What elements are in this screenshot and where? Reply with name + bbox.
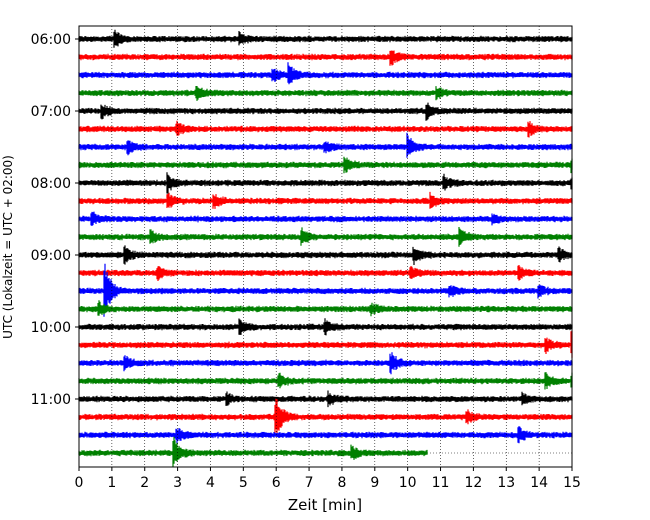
seismic-trace [78, 245, 573, 265]
seismic-trace [78, 211, 573, 226]
y-tick-label: 06:00 [31, 32, 71, 48]
seismic-trace [78, 132, 573, 158]
seismic-trace [78, 102, 573, 121]
x-tick-label: 0 [75, 475, 84, 491]
x-tick-label: 13 [497, 475, 515, 491]
x-axis-label: Zeit [min] [288, 496, 362, 514]
seismic-trace [78, 390, 573, 408]
trace-layer [78, 29, 573, 468]
x-tick-label: 6 [272, 475, 281, 491]
x-tick-label: 3 [173, 475, 182, 491]
seismic-trace [78, 426, 573, 444]
x-tick-label: 14 [530, 475, 548, 491]
x-tick-label: 1 [107, 475, 116, 491]
seismic-trace [78, 120, 573, 138]
y-tick-label: 10:00 [31, 320, 71, 336]
x-tick-label: 4 [206, 475, 215, 491]
seismic-trace [78, 398, 573, 437]
x-tick-label: 10 [399, 475, 417, 491]
seismic-trace [78, 172, 573, 194]
x-tick-label: 2 [140, 475, 149, 491]
x-tick-label: 8 [337, 475, 346, 491]
y-axis-ticks: 06:00 07:00 08:00 09:00 10:00 11:00 [31, 32, 79, 408]
seismic-trace [78, 156, 573, 174]
y-tick-label: 11:00 [31, 392, 71, 408]
x-axis-ticks: 0 1 2 3 4 5 6 7 8 9 10 11 12 13 14 15 [75, 467, 581, 491]
x-tick-label: 7 [305, 475, 314, 491]
seismic-trace [78, 300, 573, 317]
x-tick-label: 9 [370, 475, 379, 491]
y-tick-label: 09:00 [31, 248, 71, 264]
x-tick-label: 11 [432, 475, 450, 491]
seismic-trace [78, 50, 573, 66]
seismic-trace [78, 227, 573, 247]
seismic-trace [78, 29, 573, 48]
seismic-trace [78, 372, 573, 390]
plot-frame [78, 25, 573, 468]
seismic-trace [78, 352, 573, 375]
y-axis-label: UTC (Lokalzeit = UTC + 02:00) [1, 155, 15, 339]
x-tick-label: 5 [239, 475, 248, 491]
y-tick-label: 08:00 [31, 176, 71, 192]
seismic-trace [78, 62, 573, 85]
y-tick-label: 07:00 [31, 104, 71, 120]
seismic-trace [78, 86, 573, 101]
seismic-trace [78, 318, 573, 336]
x-tick-label: 15 [563, 475, 581, 491]
x-tick-label: 12 [464, 475, 482, 491]
seismic-trace [78, 265, 573, 281]
seismic-trace [78, 191, 573, 209]
